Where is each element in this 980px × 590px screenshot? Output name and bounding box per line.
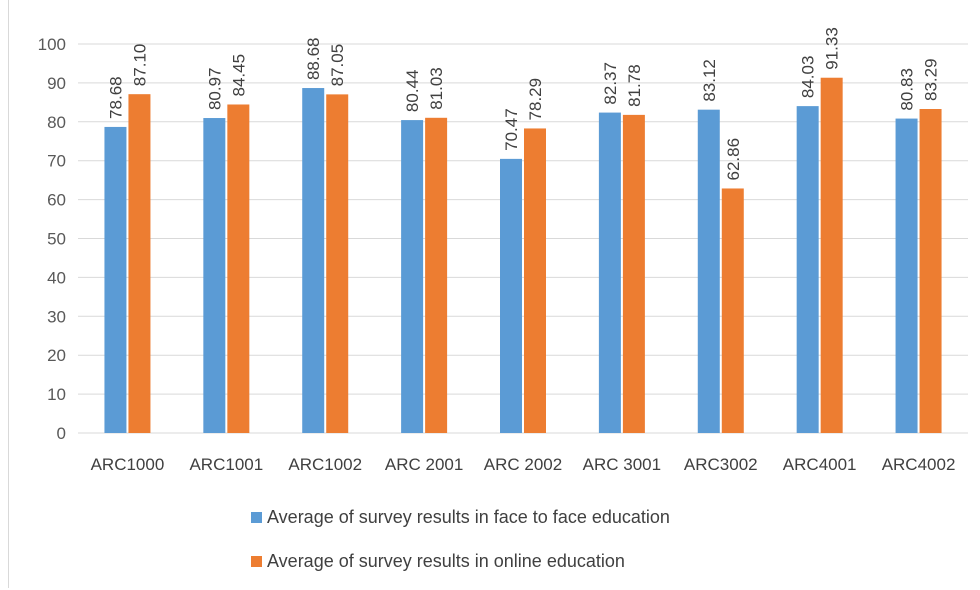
y-tick-label: 50 (47, 230, 66, 249)
data-label: 70.47 (502, 108, 521, 151)
bar-online (919, 109, 942, 434)
legend-label-face-to-face: Average of survey results in face to fac… (267, 507, 670, 527)
category-label: ARC 3001 (583, 455, 661, 474)
bar-face-to-face (302, 88, 325, 434)
data-label: 80.97 (205, 67, 224, 110)
bar-online (524, 128, 546, 433)
y-tick-label: 90 (47, 74, 66, 93)
category-label: ARC 2001 (385, 455, 463, 474)
category-label: ARC1002 (288, 455, 362, 474)
data-label: 91.33 (823, 27, 842, 70)
y-tick-label: 10 (47, 385, 66, 404)
chart-frame (8, 0, 974, 588)
data-label: 81.03 (427, 67, 446, 110)
bar-face-to-face (697, 109, 720, 433)
y-tick-label: 40 (47, 268, 66, 287)
data-label: 84.03 (799, 56, 818, 99)
bar-online (820, 77, 843, 433)
bar-face-to-face (203, 118, 226, 433)
bar-face-to-face (796, 106, 819, 434)
y-tick-label: 80 (47, 113, 66, 132)
data-label: 80.44 (403, 70, 422, 113)
legend-swatch-online (251, 556, 262, 567)
category-label: ARC1000 (91, 455, 165, 474)
data-label: 87.10 (130, 44, 149, 87)
legend-item-face-to-face: Average of survey results in face to fac… (251, 507, 670, 528)
bar-face-to-face (895, 118, 918, 434)
category-label: ARC4002 (882, 455, 956, 474)
data-label: 80.83 (898, 68, 917, 111)
category-label: ARC 2002 (484, 455, 562, 474)
data-label: 83.12 (700, 59, 719, 102)
y-tick-label: 30 (47, 307, 66, 326)
bar-face-to-face (598, 112, 621, 434)
bar-face-to-face (500, 158, 522, 433)
data-label: 78.29 (526, 78, 545, 121)
data-label: 78.68 (106, 76, 125, 119)
bar-face-to-face (401, 120, 424, 433)
data-label: 87.05 (328, 44, 347, 87)
legend-label-online: Average of survey results in online educ… (267, 551, 625, 571)
category-label: ARC4001 (783, 455, 857, 474)
category-label: ARC3002 (684, 455, 758, 474)
bar-online (721, 188, 744, 433)
data-label: 82.37 (601, 62, 620, 105)
y-tick-label: 70 (47, 152, 66, 171)
data-label: 62.86 (724, 138, 743, 181)
data-label: 83.29 (922, 58, 941, 101)
bar-online (425, 117, 448, 433)
legend-item-online: Average of survey results in online educ… (251, 551, 625, 572)
legend-swatch-face-to-face (251, 512, 262, 523)
bar-online (622, 114, 645, 434)
y-tick-label: 60 (47, 191, 66, 210)
bar-online (227, 104, 250, 433)
category-label: ARC1001 (189, 455, 263, 474)
y-tick-label: 20 (47, 346, 66, 365)
data-label: 81.78 (625, 64, 644, 107)
data-label: 84.45 (229, 54, 248, 97)
bar-online (326, 94, 349, 434)
bar-face-to-face (104, 126, 127, 433)
data-label: 88.68 (304, 37, 323, 80)
y-tick-label: 100 (38, 35, 66, 54)
y-tick-label: 0 (57, 424, 66, 443)
bar-online (128, 94, 151, 433)
